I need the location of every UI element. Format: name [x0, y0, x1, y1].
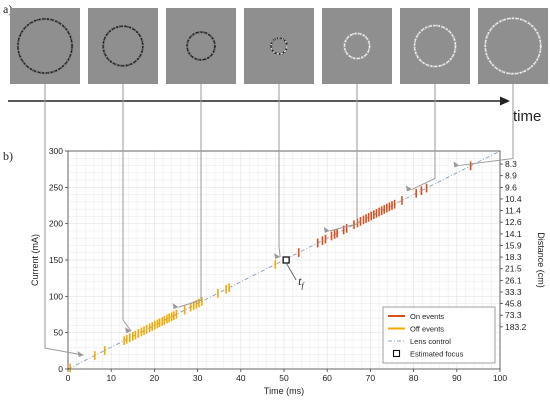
y-tick-label: 300 [49, 146, 63, 156]
y-tick-label: 150 [49, 255, 63, 265]
leader-line [44, 84, 84, 356]
leader-line [122, 84, 132, 332]
timeline-label: time [513, 108, 541, 125]
leader-arrowhead [77, 351, 84, 358]
y2-tick-label: 15.9 [505, 240, 522, 250]
off-events-series [69, 260, 277, 373]
event-ring-inner [102, 25, 144, 67]
event-ring-inner [413, 24, 457, 68]
event-ring-inner [343, 32, 371, 60]
thumbnail-background [400, 8, 470, 84]
x-tick-label: 60 [322, 373, 332, 383]
y2-tick-label: 26.1 [505, 275, 522, 285]
focus-label-subscript: f [302, 281, 306, 290]
x-tick-label: 40 [236, 373, 246, 383]
legend-swatch [392, 349, 401, 358]
thumbnail-6 [400, 8, 470, 84]
legend-item-lens: Lens control [388, 337, 451, 346]
legend: On events Off events Lens control Estimated… [382, 306, 496, 364]
estimated-focus-group: tf [282, 256, 306, 290]
thumbnail-background [478, 8, 548, 84]
leader-arrowhead [323, 226, 330, 233]
x-tick-label: 50 [279, 373, 289, 383]
y2-tick-label: 18.3 [505, 252, 522, 262]
leader-arrowhead [453, 161, 460, 168]
thumbnail-4 [244, 8, 314, 84]
x-tick-label: 0 [66, 373, 71, 383]
y-tick-label: 0 [58, 364, 63, 374]
panel-b-label: b) [3, 149, 13, 163]
y2-tick-label: 12.6 [505, 217, 522, 227]
panel-a-label: a) [3, 2, 12, 16]
legend-label: On events [410, 312, 444, 321]
y2-tick-label: 21.5 [505, 264, 522, 274]
estimated-focus-marker [282, 256, 290, 264]
event-ring-inner [270, 37, 288, 55]
thumbnail-background [10, 8, 80, 84]
legend-item-off: Off events [388, 324, 444, 333]
leader-arrowhead [405, 185, 412, 192]
event-ring-inner [186, 31, 216, 61]
thumbnail-1 [10, 8, 80, 84]
legend-item-on: On events [388, 312, 444, 321]
y2-tick-label: 14.1 [505, 229, 522, 239]
leader-arrowhead [274, 253, 281, 259]
legend-label: Off events [410, 324, 444, 333]
x-tick-label: 10 [106, 373, 116, 383]
y-axis-title: Current (mA) [30, 234, 40, 286]
focus-label: tf [298, 274, 305, 290]
y2-axis-title: Distance (cm) [536, 232, 546, 288]
focus-label-leader [285, 262, 297, 281]
y-axis-ticks: 0 50 100 150 200 250 300 [49, 146, 68, 374]
event-ring-inner [17, 18, 73, 74]
thumbnail-7 [478, 8, 548, 84]
y2-tick-label: 183.2 [505, 322, 527, 332]
legend-label: Lens control [410, 337, 451, 346]
timeline-arrow [8, 96, 510, 106]
thumbnail-background [322, 8, 392, 84]
x-tick-label: 20 [150, 373, 160, 383]
x-axis-ticks: 0 10 20 30 40 50 60 70 80 90 100 [66, 369, 507, 383]
x-tick-label: 90 [452, 373, 462, 383]
thumbnail-5 [322, 8, 392, 84]
event-ring-inner [484, 17, 542, 75]
x-tick-label: 80 [409, 373, 419, 383]
y2-tick-label: 33.3 [505, 287, 522, 297]
legend-item-focus: Estimated focus [392, 349, 464, 358]
leader-line [329, 84, 358, 232]
thumbnail-background [244, 8, 314, 84]
y2-tick-label: 11.4 [505, 206, 521, 216]
leader-lines [44, 84, 514, 358]
leader-arrowhead [172, 303, 179, 310]
thumbnail-background [166, 8, 236, 84]
legend-label: Estimated focus [410, 349, 464, 358]
x-tick-label: 30 [193, 373, 203, 383]
leader-line [278, 84, 281, 258]
leader-line [411, 84, 436, 190]
thumbnail-background [88, 8, 158, 84]
y2-tick-label: 9.6 [505, 182, 517, 192]
y2-tick-label: 8.3 [505, 159, 517, 169]
y2-tick-label: 10.4 [505, 194, 522, 204]
thumbnail-2 [88, 8, 158, 84]
thumbnail-3 [166, 8, 236, 84]
y-tick-label: 50 [54, 328, 64, 338]
y2-tick-label: 73.3 [505, 310, 522, 320]
y-tick-label: 200 [49, 219, 63, 229]
y2-tick-label: 45.8 [505, 299, 522, 309]
leader-line [459, 84, 514, 166]
x-tick-label: 100 [493, 373, 507, 383]
leader-arrowhead [125, 327, 132, 334]
y-tick-label: 250 [49, 182, 63, 192]
leader-line [178, 84, 202, 308]
x-axis-title: Time (ms) [264, 386, 304, 396]
event-frame-thumbnails [10, 8, 548, 84]
y2-tick-label: 8.9 [505, 171, 517, 181]
y-tick-label: 100 [49, 291, 63, 301]
x-tick-label: 70 [366, 373, 376, 383]
y2-axis-ticks: 8.3 8.99.6 10.4 11.412.6 14.115.9 18.3 21.526.… [500, 159, 527, 332]
